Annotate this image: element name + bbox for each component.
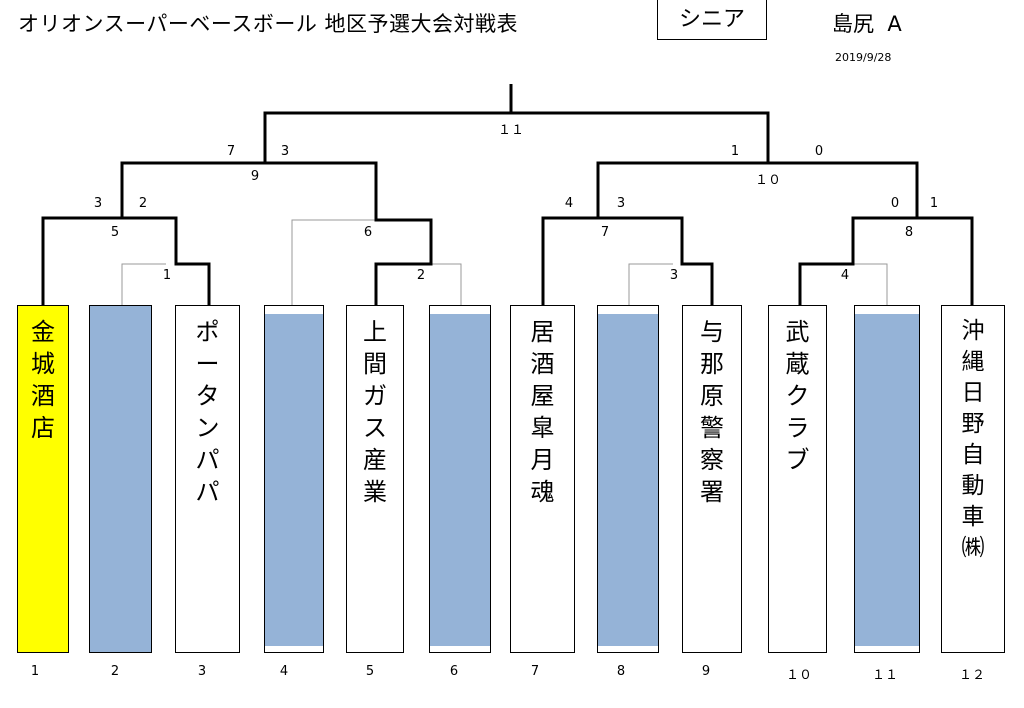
seed-number: 3: [197, 664, 207, 679]
team-box-8-bye: [597, 305, 659, 653]
bracket-line-m4-bye: [843, 263, 888, 305]
region-label: 島尻 A: [832, 12, 902, 36]
team-box-9: 与那原警察署: [682, 305, 742, 653]
bracket-line-m3-bye: [628, 263, 673, 305]
bracket-line-m6-left: [291, 219, 376, 305]
bracket-line-team9: [598, 216, 714, 305]
score-m5-left: 3: [93, 196, 103, 211]
team-name: 金城酒店: [31, 318, 55, 442]
team-name: 与那原警察署: [700, 318, 724, 506]
match-number-5: 5: [110, 225, 120, 240]
seed-number: １１: [871, 668, 898, 683]
team-box-6-bye: [429, 305, 491, 653]
page-title: オリオンスーパーベースボール 地区予選大会対戦表: [18, 12, 518, 36]
bye-fill: [90, 306, 151, 652]
bracket-line-m1-bye: [121, 263, 166, 305]
team-box-10: 武蔵クラブ: [768, 305, 827, 653]
match-number-9: 9: [250, 169, 260, 184]
score-m8-left: 0: [890, 196, 900, 211]
seed-number: １２: [958, 668, 985, 683]
seed-number: 1: [30, 664, 40, 679]
team-box-7: 居酒屋皐月魂: [510, 305, 575, 653]
score-m9-left: 7: [226, 144, 236, 159]
bye-fill: [598, 314, 658, 646]
match-number-7: 7: [600, 225, 610, 240]
bye-fill: [430, 314, 490, 646]
division-label: シニア: [657, 0, 767, 40]
seed-number: １０: [785, 668, 812, 683]
team-box-2-bye: [89, 305, 152, 653]
match-number-8: 8: [904, 225, 914, 240]
match-number-4: 4: [840, 268, 850, 283]
score-m8-right: 1: [929, 196, 939, 211]
match-number-1: 1: [162, 268, 172, 283]
seed-number: 4: [279, 664, 289, 679]
score-m5-right: 2: [138, 196, 148, 211]
seed-number: 6: [449, 664, 459, 679]
seed-number: 5: [365, 664, 375, 679]
match-number-2: 2: [416, 268, 426, 283]
bracket-line-m6-right: [265, 161, 433, 305]
team-name: ポータンパパ: [195, 318, 220, 506]
event-date: 2019/9/28: [835, 51, 892, 64]
team-box-4-bye: [264, 305, 324, 653]
seed-number: 7: [530, 664, 540, 679]
bracket-line-team7: [511, 111, 770, 305]
seed-number: 8: [616, 664, 626, 679]
bye-fill: [265, 314, 323, 646]
score-m7-right: 3: [616, 196, 626, 211]
score-m9-right: 3: [280, 144, 290, 159]
seed-number: 9: [701, 664, 711, 679]
score-m10-left: 1: [730, 144, 740, 159]
team-box-5: 上間ガス産業: [346, 305, 404, 653]
match-number-11: １１: [497, 123, 524, 138]
team-name: 武蔵クラブ: [785, 318, 810, 474]
team-box-1: 金城酒店: [17, 305, 69, 653]
team-box-11-bye: [854, 305, 920, 653]
bracket-line-team1: [41, 84, 513, 305]
score-m10-right: 0: [814, 144, 824, 159]
bracket-line-team3: [122, 216, 211, 305]
bracket-line-team12: [917, 216, 974, 305]
bye-fill: [855, 314, 919, 646]
score-m7-left: 4: [564, 196, 574, 211]
team-name: 沖縄日野自動車㈱: [961, 318, 985, 561]
team-box-12: 沖縄日野自動車㈱: [941, 305, 1005, 653]
seed-number: 2: [110, 664, 120, 679]
team-name: 上間ガス産業: [363, 318, 387, 506]
bracket-line-team10: [768, 161, 919, 305]
match-number-10: １０: [754, 173, 781, 188]
match-number-3: 3: [669, 268, 679, 283]
team-name: 居酒屋皐月魂: [530, 318, 555, 506]
match-number-6: 6: [363, 225, 373, 240]
team-box-3: ポータンパパ: [175, 305, 240, 653]
